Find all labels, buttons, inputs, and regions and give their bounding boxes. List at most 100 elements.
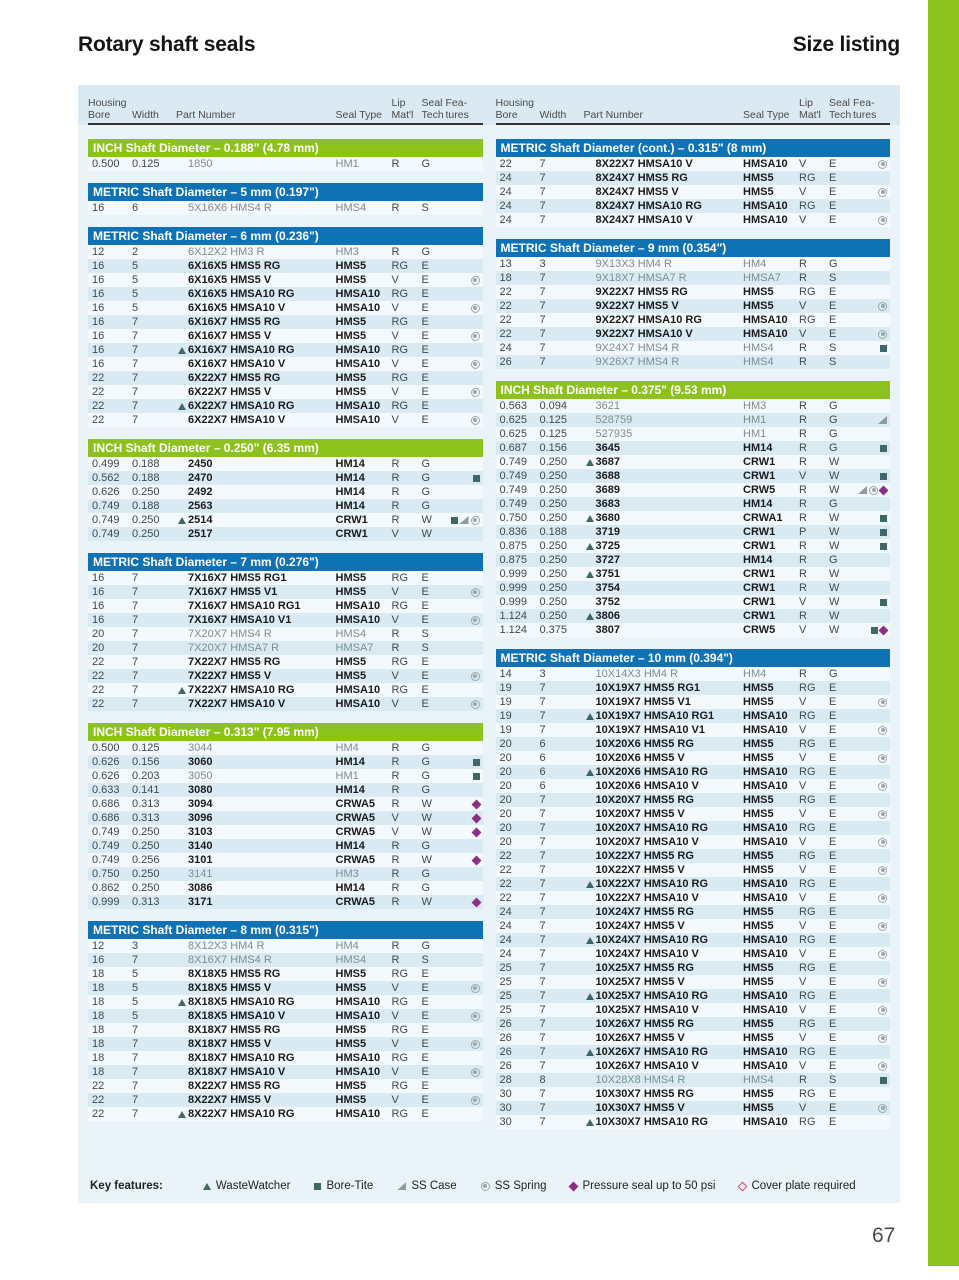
lip-material-cell: V (391, 812, 399, 824)
lip-material-cell: V (799, 596, 807, 608)
seal-tech-cell: S (421, 202, 429, 214)
housing-bore-cell: 12 (92, 940, 105, 952)
table-row: 24 7 8X24X7 HMS5 RG HMS5 RG E (495, 171, 890, 185)
table-column: METRIC Shaft Diameter (cont.) – 0.315" (… (495, 125, 890, 1129)
part-number-cell: 10X19X7 HMS5 V1 (595, 696, 691, 708)
legend-icon-wrap (569, 1181, 579, 1191)
seal-tech-cell: G (421, 940, 431, 952)
width-cell: 0.250 (539, 582, 568, 594)
seal-type-cell: HMSA10 (335, 400, 381, 412)
seal-tech-cell: E (829, 906, 837, 918)
seal-tech-cell: W (829, 512, 840, 524)
width-cell: 7 (132, 1066, 139, 1078)
lip-material-cell: V (391, 1066, 399, 1078)
table-row: 22 7 9X22X7 HMS5 RG HMS5 RG E (495, 285, 890, 299)
width-cell: 7 (132, 670, 139, 682)
lip-material-cell: R (799, 610, 807, 622)
part-number-cell: 10X28X8 HMS4 R (595, 1074, 686, 1086)
table-row: 18 7 8X18X7 HMS5 V HMS5 V E (88, 1037, 483, 1051)
seal-tech-cell: W (829, 540, 840, 552)
features-cell (853, 1005, 890, 1015)
width-cell: 0.250 (539, 484, 568, 496)
column-header-block: Housing Bore Width Part Number Seal Type Lip M… (88, 85, 483, 125)
housing-bore-cell: 16 (92, 572, 105, 584)
seal-type-cell: CRW5 (743, 484, 776, 496)
seal-tech-cell: G (421, 500, 431, 512)
pressure-seal-icon (471, 799, 481, 809)
width-cell: 0.250 (132, 868, 160, 880)
seal-type-cell: HMSA10 (743, 1004, 788, 1016)
width-cell: 0.250 (539, 470, 568, 482)
header-line: Fea- (853, 97, 875, 109)
lip-material-cell: V (799, 836, 807, 848)
header-line: Seal (421, 97, 443, 109)
lip-material-cell: V (799, 1060, 807, 1072)
lip-material-cell: V (391, 528, 399, 540)
size-section: INCH Shaft Diameter – 0.313" (7.95 mm) 0.… (88, 723, 483, 909)
table-row: 0.562 0.188 2470 HM14 R G (88, 471, 483, 485)
width-cell: 7 (132, 372, 139, 384)
seal-type-cell: HM3 (743, 400, 767, 412)
table-row: 0.749 0.250 3687 CRW1 R W (495, 455, 890, 469)
seal-tech-cell: W (829, 610, 840, 622)
part-number-cell: 8X18X5 HMSA10 RG (188, 996, 295, 1008)
width-cell: 7 (132, 400, 139, 412)
table-row: 20 7 10X20X7 HMS5 RG HMS5 RG E (495, 793, 890, 807)
bore-tite-icon (450, 516, 458, 524)
ss-spring-icon (878, 893, 887, 903)
lip-material-cell: RG (391, 260, 409, 272)
legend-item-label: Cover plate required (751, 1180, 856, 1192)
width-cell: 0.250 (539, 512, 568, 524)
table-row: 24 7 10X24X7 HMSA10 V HMSA10 V E (495, 947, 890, 961)
seal-type-cell: CRW1 (743, 610, 776, 622)
table-row: 1.124 0.375 3807 CRW5 V W (495, 623, 890, 637)
table-row: 26 7 10X26X7 HMSA10 V HMSA10 V E (495, 1059, 890, 1073)
part-number-cell: 2563 (188, 500, 213, 512)
part-number-cell: 10X25X7 HMS5 V (595, 976, 685, 988)
table-row: 16 5 6X16X5 HMS5 RG HMS5 RG E (88, 259, 483, 273)
ss-spring-icon (878, 329, 887, 339)
seal-type-cell: HMSA10 (743, 780, 788, 792)
lip-material-cell: R (391, 896, 400, 908)
housing-bore-cell: 0.875 (499, 554, 528, 566)
seal-tech-cell: E (421, 586, 429, 598)
lip-material-cell: P (799, 526, 807, 538)
seal-type-cell: HMS5 (335, 1038, 367, 1050)
housing-bore-cell: 16 (92, 202, 105, 214)
seal-tech-cell: E (829, 752, 837, 764)
features-cell (853, 215, 890, 225)
part-number-cell: 10X22X7 HMS5 RG (595, 850, 694, 862)
legend-item: WasteWatcher (202, 1180, 290, 1192)
seal-tech-cell: E (421, 968, 429, 980)
housing-bore-cell: 19 (499, 696, 512, 708)
legend-item: Cover plate required (738, 1180, 856, 1192)
lip-material-cell: V (799, 780, 807, 792)
width-cell: 6 (539, 738, 546, 750)
lip-material-cell: RG (391, 316, 409, 328)
features-cell (853, 949, 890, 959)
seal-tech-cell: G (829, 668, 838, 680)
seal-type-cell: HMS5 (743, 738, 774, 750)
table-row: 26 7 10X26X7 HMS5 V HMS5 V E (495, 1031, 890, 1045)
part-number-cell: 10X22X7 HMS5 V (595, 864, 685, 876)
part-number-cell: 10X24X7 HMSA10 RG (595, 934, 709, 946)
part-number-cell: 10X30X7 HMS5 RG (595, 1088, 694, 1100)
housing-bore-cell: 18 (92, 1010, 105, 1022)
part-number-cell: 8X22X7 HMSA10 RG (188, 1108, 295, 1120)
seal-type-cell: HMS5 (743, 808, 774, 820)
lip-material-cell: R (391, 202, 400, 214)
wastewatcher-marker-cell (176, 686, 188, 694)
table-row: 0.749 0.256 3101 CRWA5 R W (88, 853, 483, 867)
seal-type-cell: HM14 (335, 486, 365, 498)
legend-icon-wrap (202, 1182, 211, 1190)
part-number-cell: 3727 (595, 554, 620, 566)
part-number-cell: 7X16X7 HMS5 RG1 (188, 572, 287, 584)
seal-tech-cell: E (421, 386, 429, 398)
seal-type-cell: HM3 (335, 868, 359, 880)
section-rows: 14 3 10X14X3 HM4 R HM4 R G 19 7 10X19X7 HMS5 RG1… (495, 667, 890, 1129)
part-number-cell: 7X16X7 HMSA10 RG1 (188, 600, 301, 612)
ss-spring-icon (878, 187, 887, 197)
part-number-cell: 8X24X7 HMS5 RG (595, 172, 688, 184)
lip-material-cell: V (391, 670, 399, 682)
lip-material-cell: RG (799, 878, 816, 890)
